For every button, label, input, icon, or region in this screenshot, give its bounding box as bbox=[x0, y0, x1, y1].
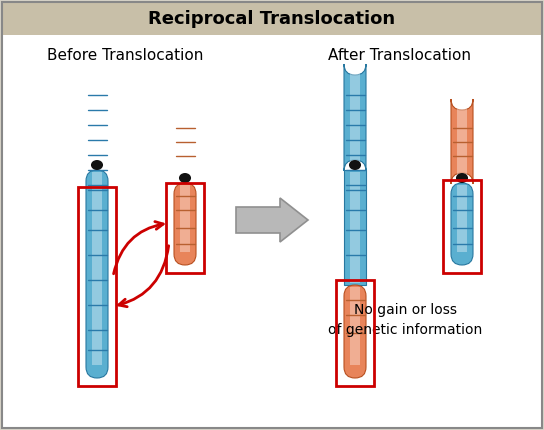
FancyBboxPatch shape bbox=[350, 287, 360, 365]
Text: Before Translocation: Before Translocation bbox=[47, 47, 203, 62]
FancyBboxPatch shape bbox=[457, 99, 467, 175]
Ellipse shape bbox=[456, 173, 468, 183]
FancyBboxPatch shape bbox=[86, 170, 108, 378]
FancyBboxPatch shape bbox=[451, 183, 473, 265]
FancyBboxPatch shape bbox=[350, 172, 360, 283]
FancyBboxPatch shape bbox=[457, 185, 467, 252]
FancyBboxPatch shape bbox=[344, 170, 366, 285]
FancyBboxPatch shape bbox=[2, 35, 542, 428]
FancyBboxPatch shape bbox=[2, 2, 542, 35]
Text: No gain or loss
of genetic information: No gain or loss of genetic information bbox=[328, 303, 482, 337]
Polygon shape bbox=[236, 198, 308, 242]
FancyBboxPatch shape bbox=[344, 285, 366, 378]
FancyArrowPatch shape bbox=[114, 221, 163, 274]
FancyBboxPatch shape bbox=[180, 185, 190, 252]
Text: Reciprocal Translocation: Reciprocal Translocation bbox=[149, 10, 395, 28]
FancyBboxPatch shape bbox=[92, 172, 102, 365]
FancyBboxPatch shape bbox=[350, 64, 360, 162]
FancyArrowPatch shape bbox=[119, 246, 169, 307]
FancyBboxPatch shape bbox=[451, 99, 473, 184]
Text: After Translocation: After Translocation bbox=[329, 47, 472, 62]
FancyBboxPatch shape bbox=[174, 183, 196, 265]
FancyBboxPatch shape bbox=[344, 64, 366, 171]
Ellipse shape bbox=[91, 160, 103, 170]
Ellipse shape bbox=[349, 160, 361, 170]
Ellipse shape bbox=[179, 173, 191, 183]
